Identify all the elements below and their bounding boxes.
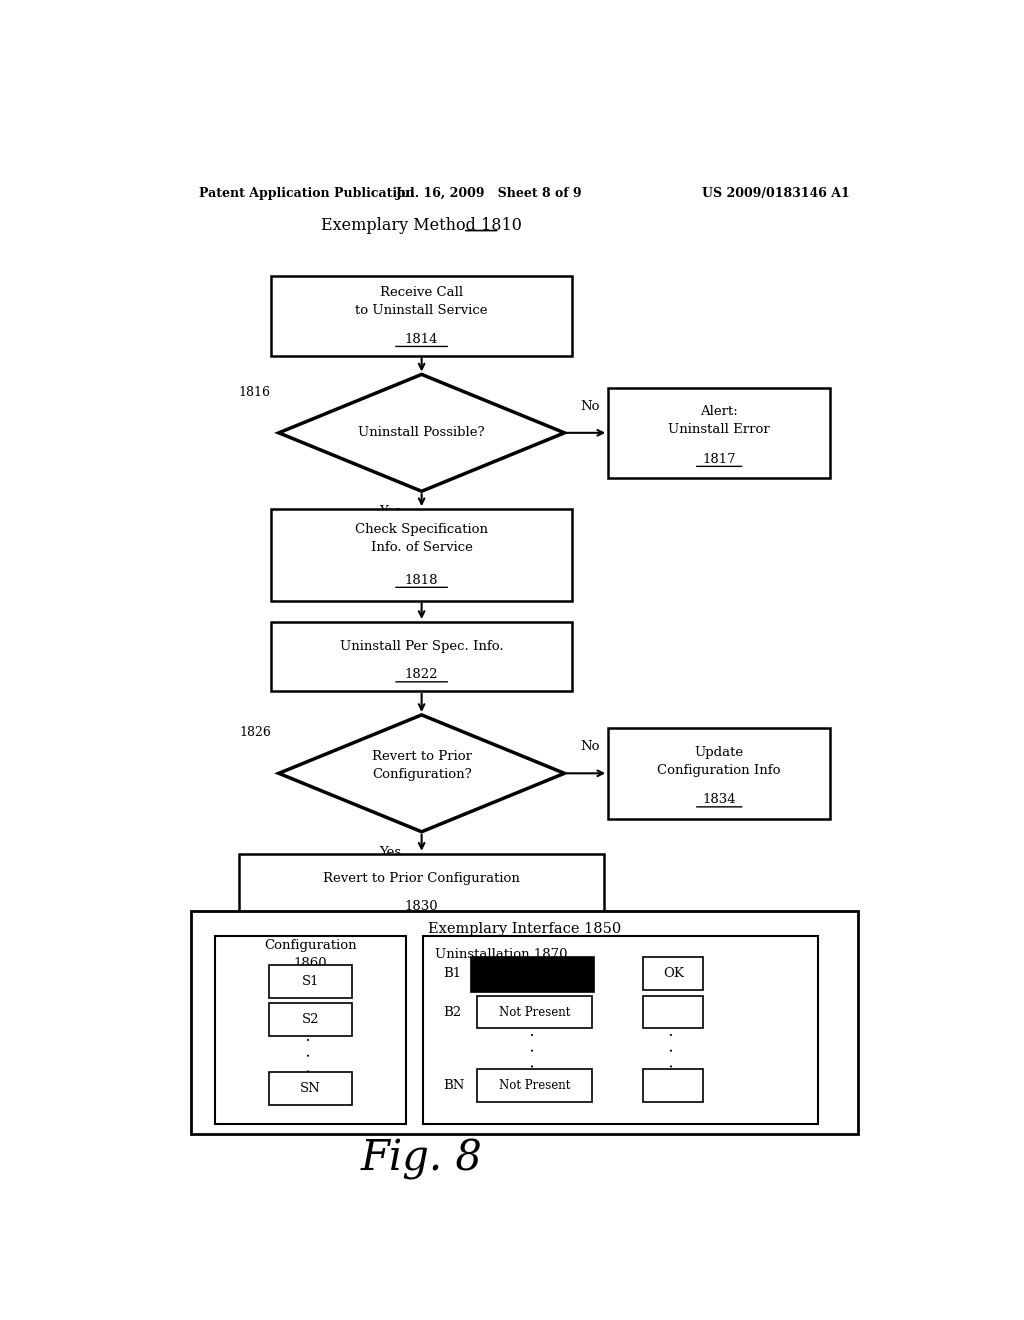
Text: Revert to Prior
Configuration?: Revert to Prior Configuration? — [372, 750, 472, 780]
Text: Not Present: Not Present — [499, 1006, 570, 1019]
Text: No: No — [581, 741, 600, 754]
FancyBboxPatch shape — [269, 1003, 352, 1036]
Text: Uninstall Possible?: Uninstall Possible? — [358, 426, 485, 440]
Text: OK: OK — [663, 968, 684, 979]
FancyBboxPatch shape — [215, 936, 406, 1125]
Text: Fig. 8: Fig. 8 — [360, 1138, 482, 1180]
Text: 1834: 1834 — [702, 793, 736, 807]
Text: 1817: 1817 — [702, 453, 736, 466]
Text: Alert:
Uninstall Error: Alert: Uninstall Error — [669, 405, 770, 436]
Polygon shape — [279, 375, 564, 491]
FancyBboxPatch shape — [423, 936, 818, 1125]
Text: Check Specification
Info. of Service: Check Specification Info. of Service — [355, 523, 488, 554]
FancyBboxPatch shape — [269, 1072, 352, 1105]
Text: Patent Application Publication: Patent Application Publication — [200, 187, 415, 201]
Text: B1: B1 — [443, 968, 461, 979]
Text: 1830: 1830 — [404, 900, 438, 913]
Text: No: No — [581, 400, 600, 413]
Text: Yes: Yes — [379, 506, 401, 517]
Text: Revert to Prior Configuration: Revert to Prior Configuration — [324, 871, 520, 884]
Text: Receive Call
to Uninstall Service: Receive Call to Uninstall Service — [355, 286, 487, 317]
Text: ·  ·  ·: · · · — [665, 1031, 682, 1068]
Text: S1: S1 — [302, 975, 319, 989]
Text: 1818: 1818 — [404, 574, 438, 586]
Text: Update
Configuration Info: Update Configuration Info — [657, 746, 781, 776]
Text: Configuration
1860: Configuration 1860 — [264, 939, 356, 970]
Text: Jul. 16, 2009   Sheet 8 of 9: Jul. 16, 2009 Sheet 8 of 9 — [395, 187, 583, 201]
FancyBboxPatch shape — [269, 965, 352, 998]
Text: 1826: 1826 — [239, 726, 270, 739]
FancyBboxPatch shape — [270, 510, 572, 601]
FancyBboxPatch shape — [239, 854, 604, 923]
Text: Exemplary Method 1810: Exemplary Method 1810 — [322, 216, 522, 234]
Text: Not Present: Not Present — [499, 1078, 570, 1092]
Text: 1816: 1816 — [239, 385, 270, 399]
FancyBboxPatch shape — [608, 388, 830, 478]
FancyBboxPatch shape — [477, 995, 592, 1028]
FancyBboxPatch shape — [471, 957, 594, 991]
Text: SN: SN — [300, 1082, 321, 1094]
FancyBboxPatch shape — [643, 1069, 702, 1102]
FancyBboxPatch shape — [270, 622, 572, 690]
Text: S2: S2 — [302, 1012, 319, 1026]
Text: Uninstallation 1870: Uninstallation 1870 — [435, 948, 567, 961]
FancyBboxPatch shape — [643, 957, 702, 990]
Text: Uninstall Per Spec. Info.: Uninstall Per Spec. Info. — [340, 640, 504, 653]
Text: Yes: Yes — [379, 846, 401, 858]
Text: Exemplary Interface 1850: Exemplary Interface 1850 — [428, 921, 622, 936]
FancyBboxPatch shape — [608, 727, 830, 818]
FancyBboxPatch shape — [270, 276, 572, 355]
Text: US 2009/0183146 A1: US 2009/0183146 A1 — [702, 187, 850, 201]
FancyBboxPatch shape — [191, 911, 858, 1134]
FancyBboxPatch shape — [477, 1069, 592, 1102]
Text: B2: B2 — [443, 1006, 461, 1019]
Polygon shape — [279, 715, 564, 832]
Text: 1814: 1814 — [404, 333, 438, 346]
Text: BN: BN — [443, 1078, 465, 1092]
Text: 1822: 1822 — [404, 668, 438, 681]
Text: ·  ·  ·: · · · — [302, 1036, 319, 1073]
Text: ·  ·  ·: · · · — [525, 1031, 543, 1068]
FancyBboxPatch shape — [643, 995, 702, 1028]
